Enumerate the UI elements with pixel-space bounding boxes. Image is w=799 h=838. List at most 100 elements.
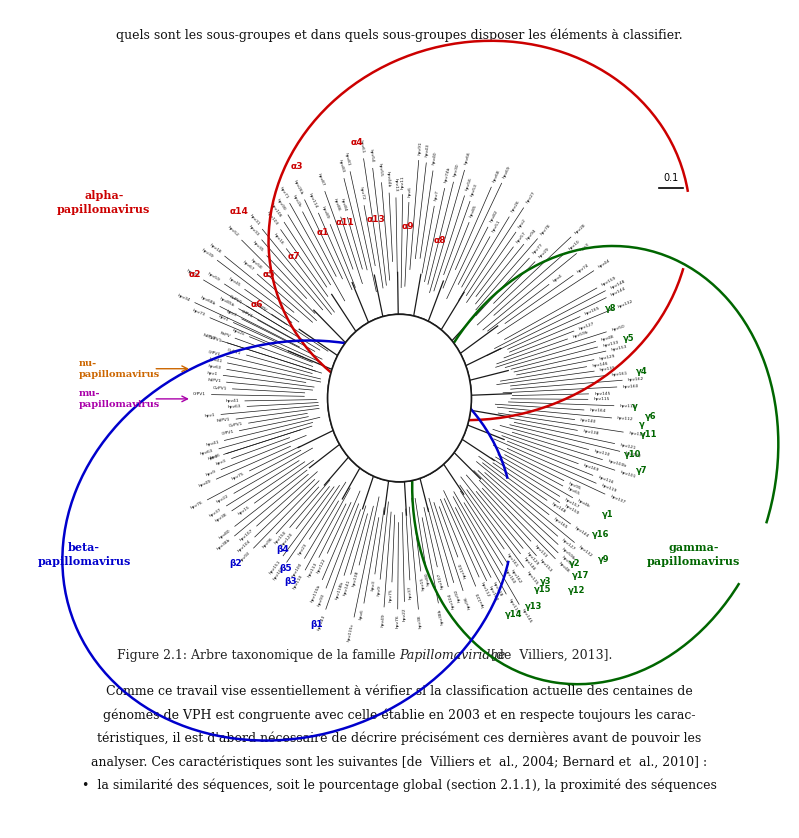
Text: hpv70: hpv70 <box>186 269 200 279</box>
Text: hpv31: hpv31 <box>248 213 260 226</box>
Text: hpv10: hpv10 <box>568 239 581 251</box>
Text: hpv49: hpv49 <box>380 613 386 627</box>
Text: hpv38: hpv38 <box>215 512 229 523</box>
Text: hpv95: hpv95 <box>568 481 582 491</box>
Text: hpv73: hpv73 <box>192 308 205 318</box>
Text: hpv120: hpv120 <box>280 532 294 547</box>
Text: α13: α13 <box>366 215 385 224</box>
Text: hpv82: hpv82 <box>489 210 499 223</box>
Text: hpv129: hpv129 <box>525 551 539 566</box>
Text: hpv103: hpv103 <box>266 210 279 226</box>
Text: hpv87: hpv87 <box>316 173 324 187</box>
Text: hpv164: hpv164 <box>590 408 606 413</box>
Text: hpv67: hpv67 <box>241 261 254 272</box>
Text: hpv80: hpv80 <box>424 572 431 586</box>
Text: hpv80: hpv80 <box>218 528 232 540</box>
Text: hpv40: hpv40 <box>431 152 438 165</box>
Text: γ8: γ8 <box>605 304 616 313</box>
Text: hpv28: hpv28 <box>574 223 586 235</box>
Text: bpv3: bpv3 <box>216 458 227 466</box>
Text: hpv1: hpv1 <box>207 371 218 376</box>
Text: hpv92: hpv92 <box>453 587 461 602</box>
Text: γ: γ <box>639 421 645 429</box>
Text: hpv148: hpv148 <box>610 279 626 290</box>
Text: analyser. Ces caractéristiques sont les suivantes [de  Villiers et  al., 2004; B: analyser. Ces caractéristiques sont les … <box>91 755 708 768</box>
Text: hpv50: hpv50 <box>561 556 574 567</box>
Text: bpv6: bpv6 <box>359 608 365 620</box>
Text: hpv61: hpv61 <box>359 139 364 153</box>
Text: hpv16: hpv16 <box>273 232 284 246</box>
Text: hpv90: hpv90 <box>276 198 287 211</box>
Text: hpv26: hpv26 <box>511 199 521 213</box>
Text: hpv75: hpv75 <box>231 472 245 481</box>
Text: hpv135: hpv135 <box>526 571 539 587</box>
Text: γ10: γ10 <box>624 450 642 459</box>
Text: γ1: γ1 <box>602 510 614 519</box>
Text: bpv3: bpv3 <box>226 310 237 318</box>
Text: hpv53: hpv53 <box>470 182 479 197</box>
Text: hpv41: hpv41 <box>209 357 222 364</box>
Text: hpv11: hpv11 <box>400 175 405 189</box>
Text: hpv22: hpv22 <box>217 494 230 504</box>
Text: hpv93: hpv93 <box>317 592 326 607</box>
Text: bpv4: bpv4 <box>552 273 563 282</box>
Text: hpv27: hpv27 <box>525 191 536 204</box>
Text: β1: β1 <box>310 620 323 629</box>
Text: OvPV1: OvPV1 <box>213 385 227 391</box>
Text: hpv85b: hpv85b <box>218 297 235 308</box>
Text: hpv165: hpv165 <box>584 306 601 316</box>
Text: hpv135: hpv135 <box>599 366 616 372</box>
Text: bpv3: bpv3 <box>371 579 376 591</box>
Text: CfPV1: CfPV1 <box>208 350 221 357</box>
Text: hpv151: hpv151 <box>268 559 281 575</box>
Text: hpv68b: hpv68b <box>199 295 216 306</box>
Text: hpv78: hpv78 <box>539 223 552 235</box>
Text: hpv7: hpv7 <box>433 189 439 201</box>
Text: hpv150: hpv150 <box>273 530 288 546</box>
Text: γ2: γ2 <box>569 559 581 568</box>
Text: γ13: γ13 <box>525 602 543 611</box>
Text: γ3: γ3 <box>540 577 551 586</box>
Text: hpv81: hpv81 <box>344 153 351 167</box>
Text: α14: α14 <box>229 207 248 215</box>
Text: hpv140: hpv140 <box>580 418 597 424</box>
Text: FdPV1: FdPV1 <box>207 379 221 384</box>
Text: hpv63: hpv63 <box>200 448 214 456</box>
Text: génomes de VPH est congruente avec celle établie en 2003 et en respecte toujours: génomes de VPH est congruente avec celle… <box>103 708 696 722</box>
Text: γ11: γ11 <box>640 430 658 439</box>
Text: hpv137: hpv137 <box>609 494 626 505</box>
Text: hpv121: hpv121 <box>620 442 637 450</box>
Text: FdPV1: FdPV1 <box>202 334 217 341</box>
Text: β5: β5 <box>280 564 292 573</box>
Text: hpv3: hpv3 <box>579 241 590 251</box>
Text: hpv144: hpv144 <box>574 525 590 538</box>
Text: hpv153: hpv153 <box>539 559 553 573</box>
Text: hpv59b: hpv59b <box>561 546 576 561</box>
Text: hpv50: hpv50 <box>611 324 626 332</box>
Text: γ14: γ14 <box>505 610 523 618</box>
Text: hpv160: hpv160 <box>622 384 639 389</box>
Text: β3: β3 <box>284 577 296 586</box>
Text: hpv89: hpv89 <box>321 206 330 220</box>
Text: hpv44: hpv44 <box>598 259 611 269</box>
Text: hpv68: hpv68 <box>491 168 501 183</box>
Text: hpv100: hpv100 <box>291 562 304 578</box>
Text: PePV: PePV <box>256 303 268 313</box>
Text: hpv83: hpv83 <box>337 159 344 173</box>
Text: hpv133: hpv133 <box>533 544 547 558</box>
Text: hpv76: hpv76 <box>189 500 203 510</box>
Text: hpv104: hpv104 <box>447 592 456 608</box>
Text: hpv112: hpv112 <box>479 582 490 598</box>
Text: hpv96: hpv96 <box>463 596 471 610</box>
Text: γ7: γ7 <box>636 466 647 475</box>
Text: hpv113: hpv113 <box>307 561 318 578</box>
Text: hpv146: hpv146 <box>523 557 536 572</box>
Text: hpv110: hpv110 <box>292 574 304 590</box>
Text: CfPV1: CfPV1 <box>221 430 234 437</box>
Text: bpv6: bpv6 <box>210 453 221 460</box>
Text: hpv23: hpv23 <box>297 543 308 556</box>
Text: hpv127: hpv127 <box>578 322 595 331</box>
Text: PePV: PePV <box>219 331 231 339</box>
Text: hpv141: hpv141 <box>343 579 351 596</box>
Text: hpv30: hpv30 <box>453 163 460 177</box>
